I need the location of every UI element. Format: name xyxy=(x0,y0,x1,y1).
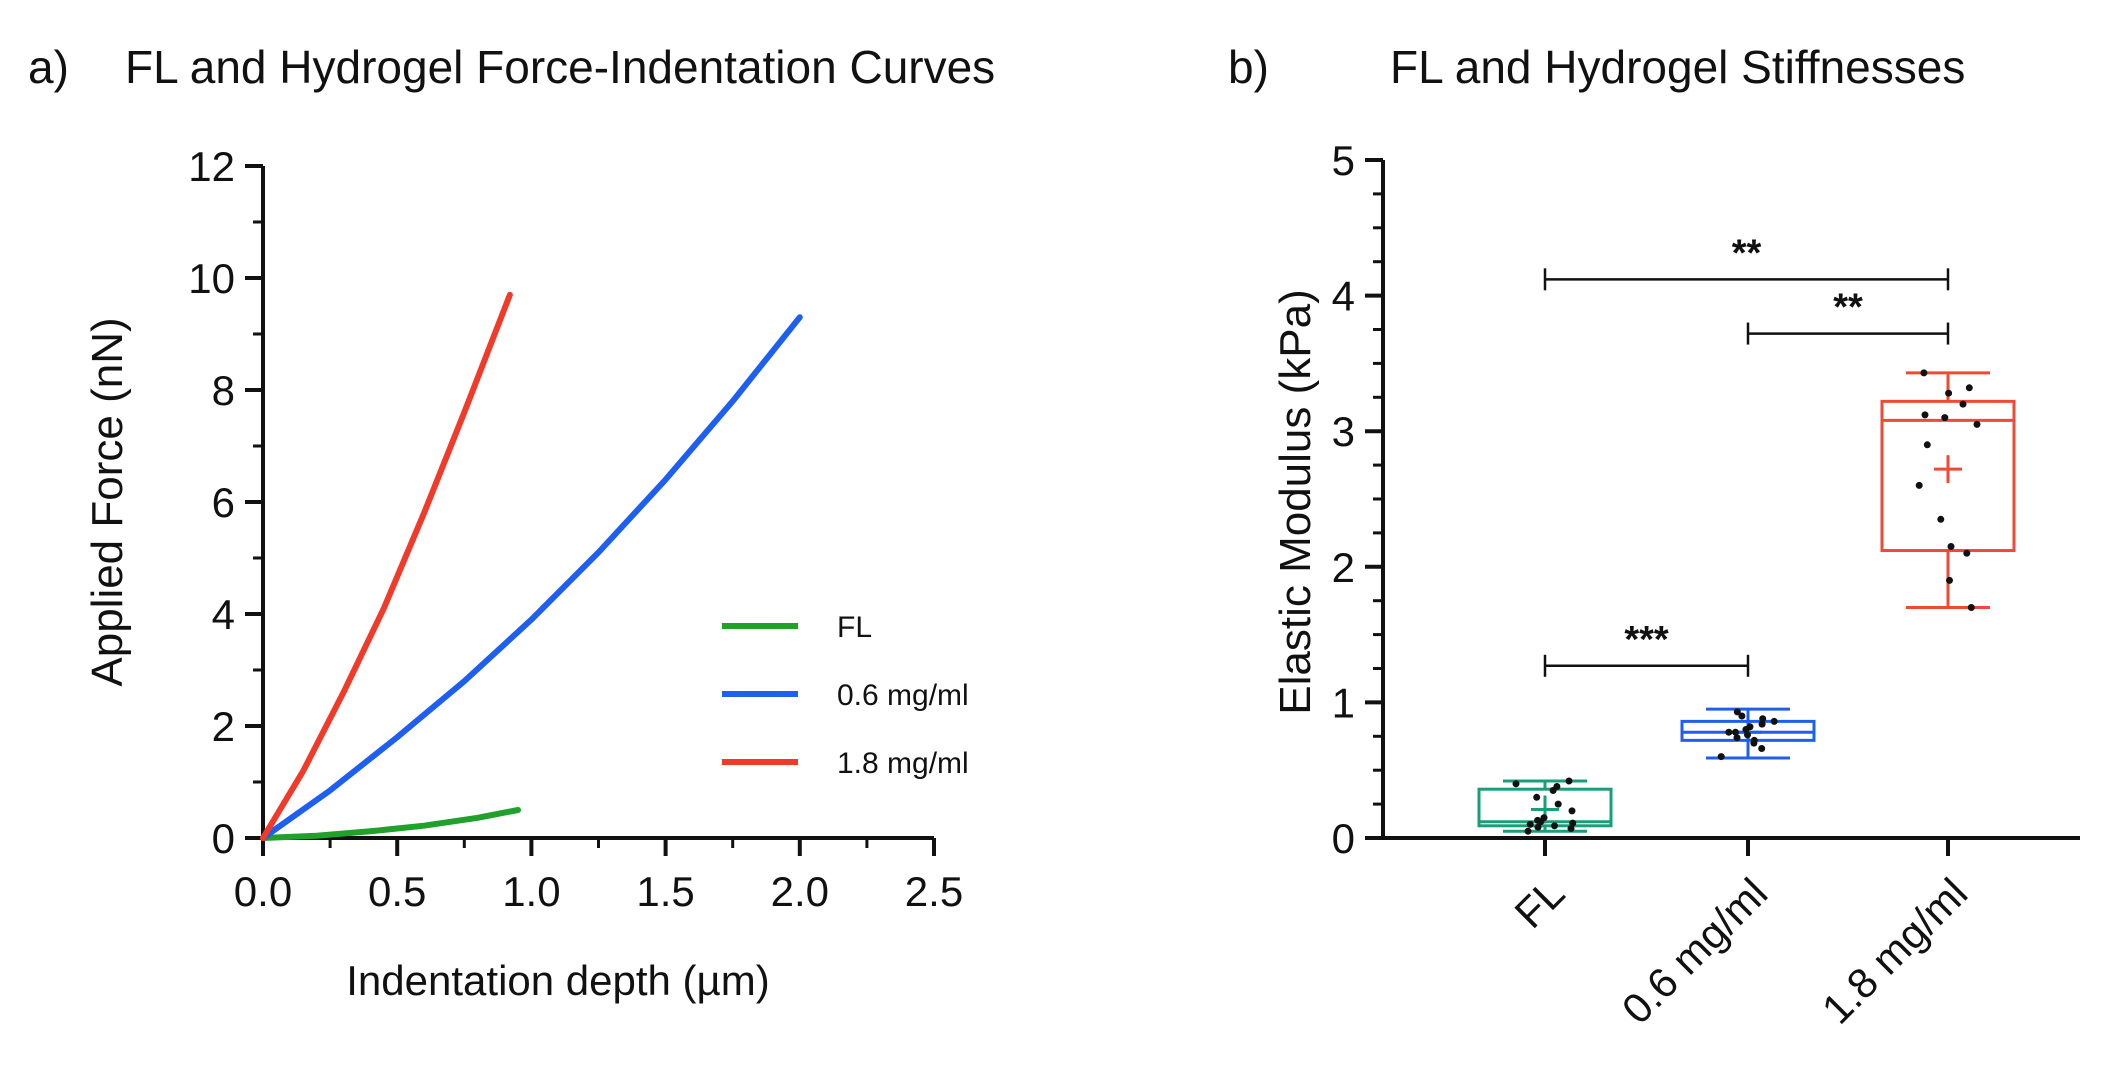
y-tick-label: 4 xyxy=(1332,273,1355,320)
data-point-1-8-mg-ml xyxy=(1937,515,1945,523)
data-point-1-8-mg-ml xyxy=(1973,420,1981,428)
force-indentation-chart: 0 2 4 6 8 10 12 0.0 0.5 1.0 1.5 2.0 2.5 Indentation d… xyxy=(83,143,969,1004)
y-tick-label: 6 xyxy=(212,479,235,526)
data-point-0-6-mg-ml xyxy=(1750,736,1758,744)
data-point-fl xyxy=(1534,816,1542,824)
series-line-0-6-mg-ml xyxy=(260,314,803,841)
data-point-fl xyxy=(1526,820,1534,828)
data-point-fl xyxy=(1540,814,1548,822)
y-tick-label: 2 xyxy=(1332,544,1355,591)
data-point-0-6-mg-ml xyxy=(1759,715,1767,723)
legend-label-1-8-mg-ml: 1.8 mg/ml xyxy=(837,747,969,780)
data-point-fl xyxy=(1551,822,1558,830)
data-point-1-8-mg-ml xyxy=(1923,441,1931,449)
significance-label: ** xyxy=(1732,232,1762,274)
data-point-0-6-mg-ml xyxy=(1732,728,1739,736)
panel-a-letter: a) xyxy=(28,41,69,93)
y-axis-label: Elastic Modulus (kPa) xyxy=(1271,289,1320,714)
stiffness-boxplot-chart: 0 1 2 3 4 5 Elastic Modulus (kPa) FL 0.6 mg/ml 1.… xyxy=(1271,137,2080,1033)
data-point-fl xyxy=(1524,827,1532,835)
data-point-1-8-mg-ml xyxy=(1946,576,1953,584)
panel-b-title: FL and Hydrogel Stiffnesses xyxy=(1390,41,1966,93)
y-tick-label: 4 xyxy=(212,591,235,638)
x-tick-label: 0.6 mg/ml xyxy=(1613,869,1777,1033)
data-point-1-8-mg-ml xyxy=(1915,481,1923,489)
data-point-fl xyxy=(1533,793,1541,801)
data-point-fl xyxy=(1565,777,1573,785)
data-point-0-6-mg-ml xyxy=(1758,720,1766,728)
data-point-fl xyxy=(1554,800,1562,808)
x-tick-label: 2.0 xyxy=(771,868,829,915)
data-point-fl xyxy=(1569,819,1577,827)
y-tick-label: 0 xyxy=(1332,815,1355,862)
data-point-0-6-mg-ml xyxy=(1758,745,1766,752)
legend-label-fl: FL xyxy=(837,611,872,644)
x-tick-label: FL xyxy=(1505,869,1573,937)
y-tick-label: 5 xyxy=(1332,137,1355,184)
data-point-fl xyxy=(1553,783,1561,790)
data-point-1-8-mg-ml xyxy=(1941,414,1949,422)
panel-b-letter: b) xyxy=(1228,41,1269,93)
data-point-1-8-mg-ml xyxy=(1959,400,1967,408)
series-line-fl xyxy=(260,807,521,841)
panel-a-title: FL and Hydrogel Force-Indentation Curves xyxy=(125,41,996,93)
x-tick-label: 0.0 xyxy=(234,868,292,915)
data-point-fl xyxy=(1568,807,1576,815)
data-point-1-8-mg-ml xyxy=(1945,389,1953,397)
box-1-8-mg-ml xyxy=(1880,399,2016,553)
x-tick-label: 1.0 xyxy=(502,868,560,915)
x-tick-label: 1.5 xyxy=(636,868,694,915)
data-point-1-8-mg-ml xyxy=(1921,411,1929,419)
x-tick-label: 0.5 xyxy=(368,868,426,915)
data-point-0-6-mg-ml xyxy=(1744,731,1751,739)
x-tick-label: 1.8 mg/ml xyxy=(1813,869,1977,1033)
data-point-1-8-mg-ml xyxy=(1920,369,1928,377)
y-tick-label: 2 xyxy=(212,703,235,750)
y-tick-label: 8 xyxy=(212,367,235,414)
box-fl xyxy=(1477,787,1613,828)
y-tick-label: 12 xyxy=(188,143,235,190)
data-point-0-6-mg-ml xyxy=(1746,723,1754,731)
data-point-fl xyxy=(1512,780,1520,788)
data-point-fl xyxy=(1534,823,1542,831)
data-point-fl xyxy=(1567,825,1575,832)
significance-label: ** xyxy=(1833,287,1863,329)
data-point-1-8-mg-ml xyxy=(1947,543,1955,550)
y-tick-label: 1 xyxy=(1332,679,1355,726)
series-line-1-8-mg-ml xyxy=(260,291,513,841)
data-point-1-8-mg-ml xyxy=(1963,549,1971,557)
data-point-0-6-mg-ml xyxy=(1738,712,1746,720)
legend-label-0-6-mg-ml: 0.6 mg/ml xyxy=(837,679,969,712)
data-point-0-6-mg-ml xyxy=(1725,728,1733,736)
data-point-0-6-mg-ml xyxy=(1770,717,1778,725)
y-tick-label: 0 xyxy=(212,815,235,862)
data-point-0-6-mg-ml xyxy=(1733,708,1741,716)
data-point-0-6-mg-ml xyxy=(1733,734,1741,742)
data-point-1-8-mg-ml xyxy=(1967,604,1975,611)
significance-label: *** xyxy=(1624,619,1669,661)
x-tick-label: 2.5 xyxy=(905,868,963,915)
y-tick-label: 3 xyxy=(1332,408,1355,455)
data-point-1-8-mg-ml xyxy=(1965,384,1973,392)
y-tick-label: 10 xyxy=(188,255,235,302)
x-axis-label: Indentation depth (µm) xyxy=(346,957,769,1004)
data-point-0-6-mg-ml xyxy=(1717,753,1725,761)
y-axis-label: Applied Force (nN) xyxy=(83,317,132,686)
